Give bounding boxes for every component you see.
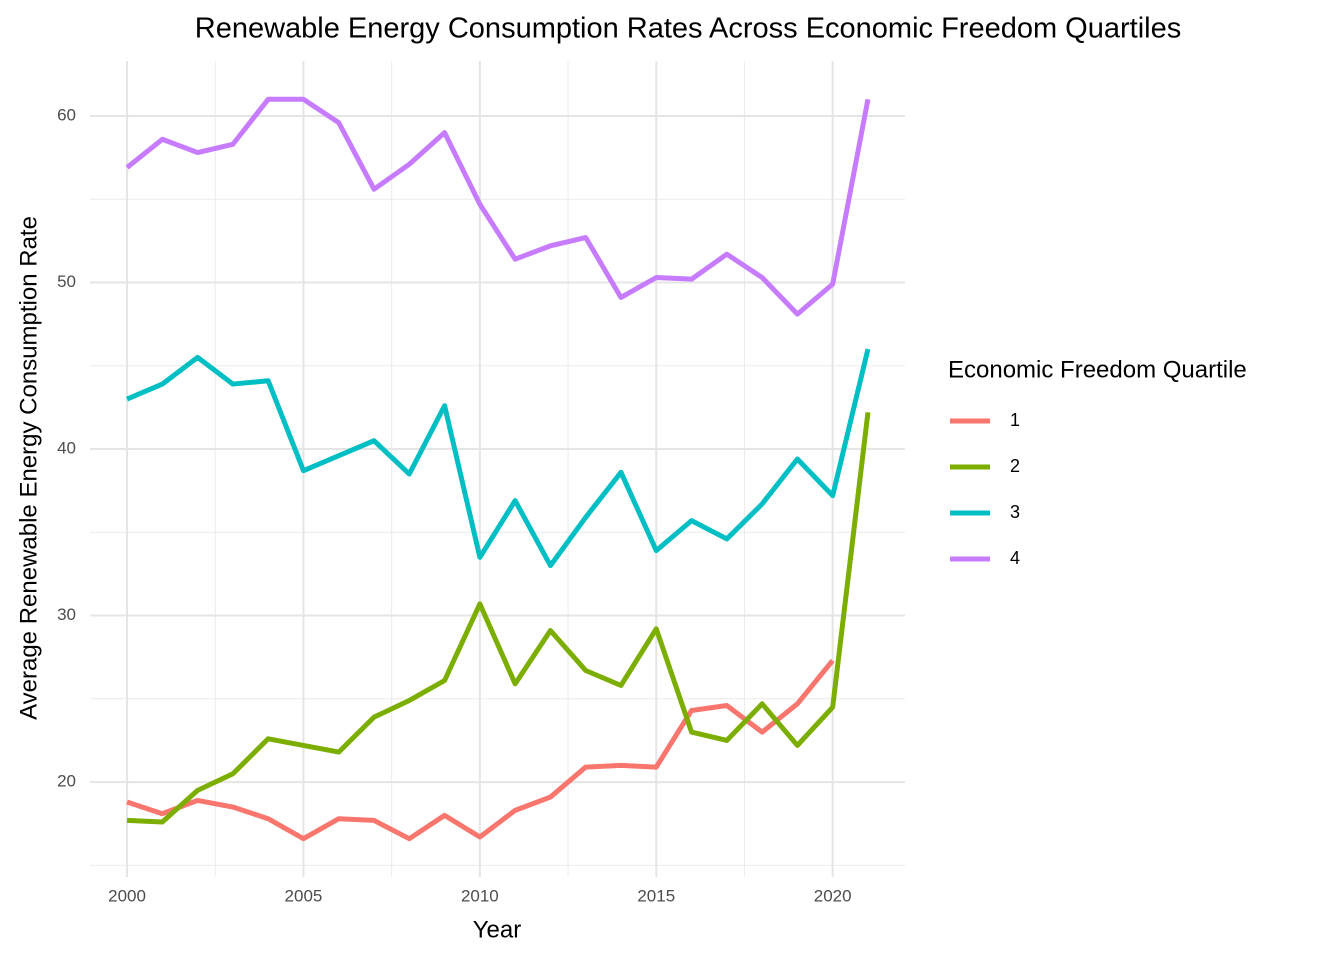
x-tick-label: 2010 — [461, 886, 499, 905]
legend-label: 4 — [1010, 548, 1020, 568]
chart-title: Renewable Energy Consumption Rates Acros… — [195, 13, 1181, 45]
x-tick-label: 2000 — [108, 886, 146, 905]
data-line — [125, 96, 871, 317]
x-axis-label: Year — [473, 916, 522, 943]
y-tick-label: 50 — [57, 272, 76, 291]
y-tick-label: 30 — [57, 605, 76, 624]
x-tick-label: 2020 — [814, 886, 852, 905]
x-tick-label: 2015 — [637, 886, 675, 905]
data-line — [126, 658, 835, 842]
data-line — [126, 412, 871, 825]
legend-label: 2 — [1010, 456, 1020, 476]
legend-label: 3 — [1010, 502, 1020, 522]
x-tick-label: 2005 — [285, 886, 323, 905]
y-tick-label: 40 — [57, 439, 76, 458]
legend-title: Economic Freedom Quartile — [948, 356, 1247, 383]
legend-label: 1 — [1010, 410, 1020, 430]
y-tick-label: 60 — [57, 105, 76, 124]
data-line — [126, 348, 871, 569]
y-tick-label: 20 — [57, 772, 76, 791]
y-axis-label: Average Renewable Energy Consumption Rat… — [15, 216, 42, 720]
grid — [90, 61, 905, 877]
